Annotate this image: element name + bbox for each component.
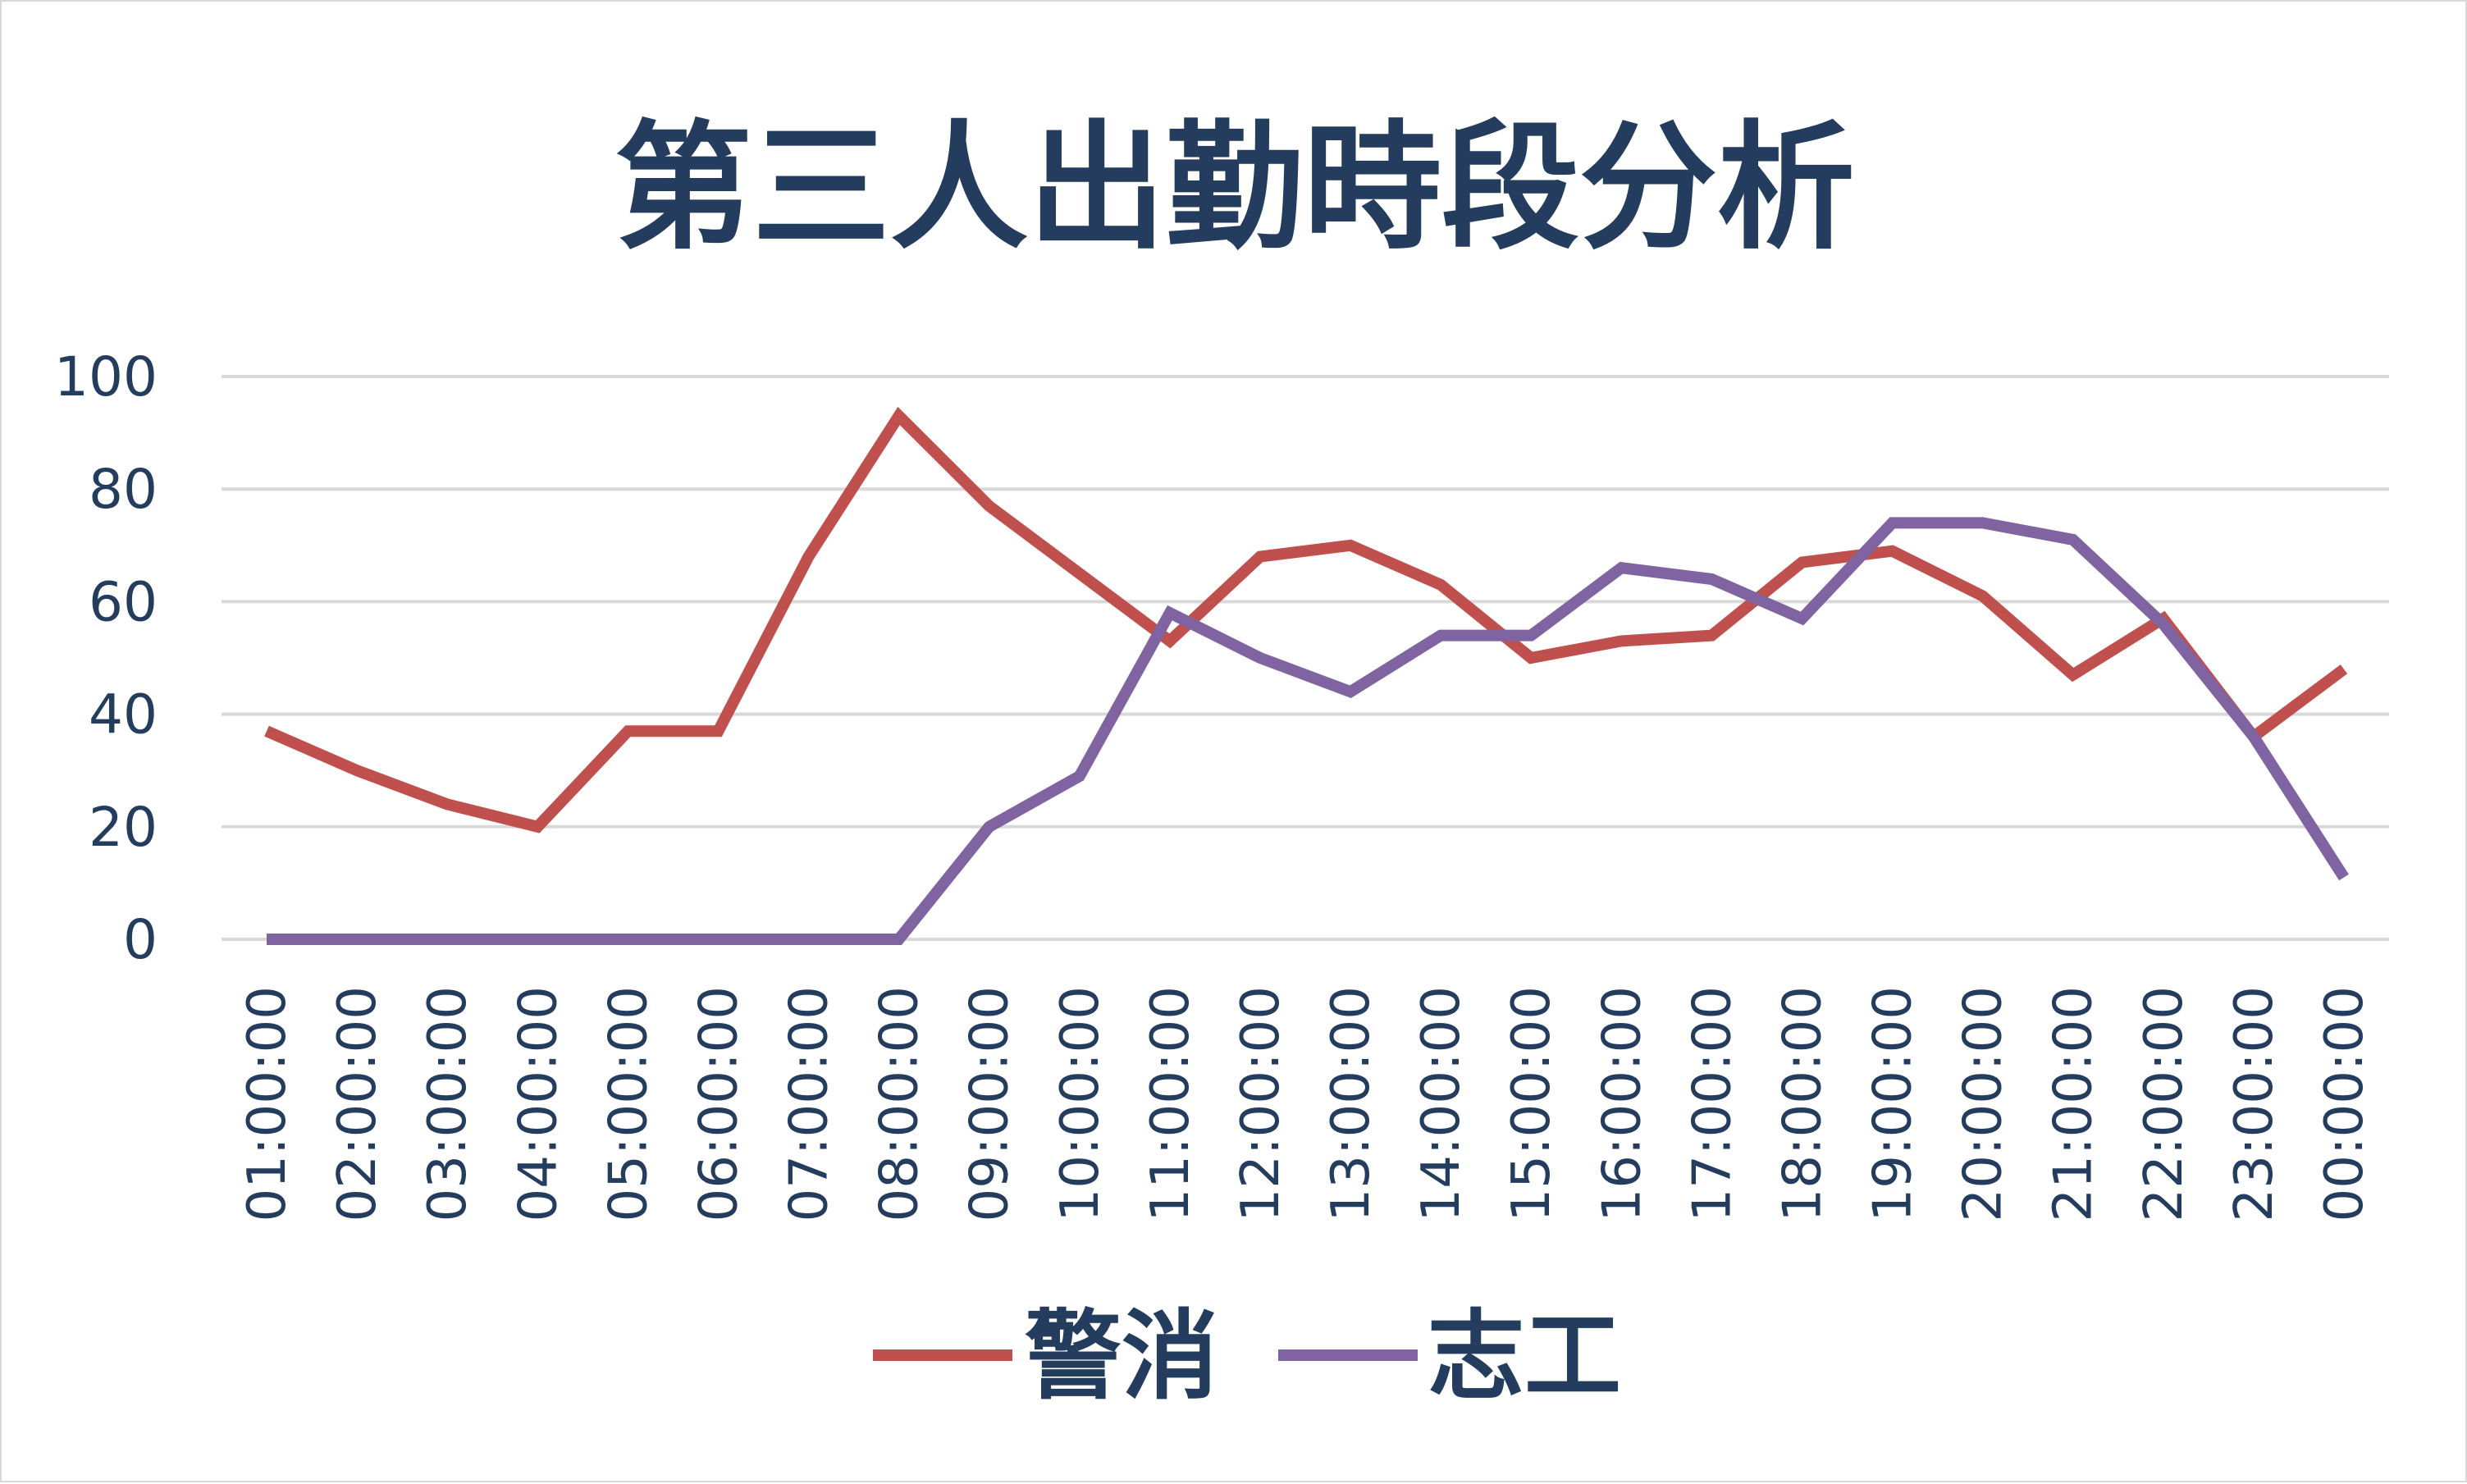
x-tick-label: 23:00:00 bbox=[2224, 986, 2285, 1221]
x-tick-label: 05:00:00 bbox=[598, 986, 659, 1221]
y-tick-label: 20 bbox=[89, 796, 158, 859]
y-tick-label: 100 bbox=[54, 345, 158, 409]
x-tick-label: 00:00:00 bbox=[2314, 986, 2375, 1221]
legend: 警消 志工 bbox=[873, 1299, 1621, 1413]
y-axis-ticks: 0 20 40 60 80 100 bbox=[54, 345, 158, 971]
x-tick-label: 21:00:00 bbox=[2044, 986, 2104, 1221]
x-tick-label: 09:00:00 bbox=[960, 986, 1021, 1221]
x-tick-label: 06:00:00 bbox=[688, 986, 749, 1221]
x-tick-label: 18:00:00 bbox=[1772, 986, 1833, 1221]
y-tick-label: 60 bbox=[89, 570, 158, 633]
x-tick-label: 01:00:00 bbox=[237, 986, 298, 1221]
x-tick-label: 04:00:00 bbox=[508, 986, 569, 1221]
x-tick-label: 19:00:00 bbox=[1863, 986, 1924, 1221]
x-tick-label: 20:00:00 bbox=[1953, 986, 2014, 1221]
x-tick-label: 03:00:00 bbox=[418, 986, 478, 1221]
gridlines bbox=[222, 375, 2389, 941]
series-lines bbox=[264, 406, 2349, 945]
y-tick-label: 0 bbox=[123, 908, 158, 971]
x-tick-label: 17:00:00 bbox=[1682, 986, 1743, 1221]
y-tick-label: 80 bbox=[89, 458, 158, 521]
x-tick-label: 22:00:00 bbox=[2134, 986, 2195, 1221]
legend-label: 警消 bbox=[1025, 1299, 1218, 1413]
x-axis-ticks: 01:00:00 02:00:00 03:00:00 04:00:00 05:00:00… bbox=[237, 986, 2375, 1221]
y-tick-label: 40 bbox=[89, 683, 158, 747]
x-tick-label: 07:00:00 bbox=[779, 986, 840, 1221]
x-tick-label: 10:00:00 bbox=[1050, 986, 1111, 1221]
x-tick-label: 08:00:00 bbox=[870, 986, 930, 1221]
x-tick-label: 02:00:00 bbox=[327, 986, 388, 1221]
x-tick-label: 16:00:00 bbox=[1592, 986, 1652, 1221]
x-tick-label: 15:00:00 bbox=[1501, 986, 1562, 1221]
x-tick-label: 12:00:00 bbox=[1231, 986, 1291, 1221]
x-tick-label: 14:00:00 bbox=[1411, 986, 1472, 1221]
series-line-0 bbox=[264, 406, 2348, 833]
x-tick-label: 11:00:00 bbox=[1140, 986, 1201, 1221]
chart-title: 第三人出勤時段分析 bbox=[614, 107, 1855, 268]
series-line-1 bbox=[267, 517, 2349, 945]
legend-label: 志工 bbox=[1428, 1299, 1621, 1413]
x-tick-label: 13:00:00 bbox=[1321, 986, 1382, 1221]
